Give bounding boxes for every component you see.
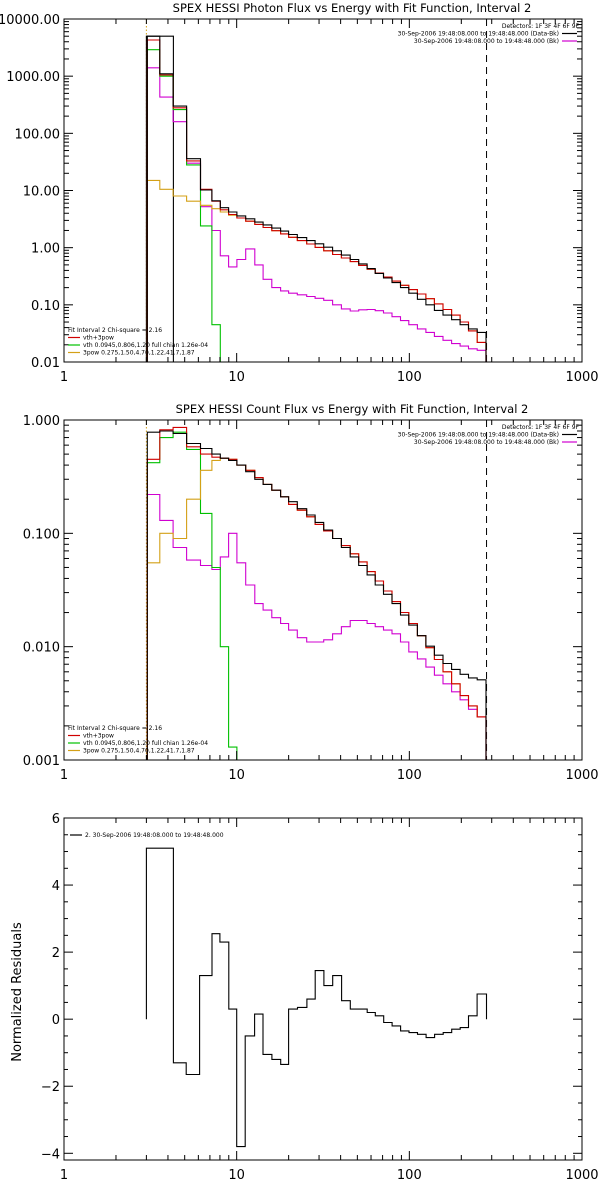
- resid-ytick-label-5: −4: [41, 1147, 60, 1162]
- resid-ytick-label-3: 0: [52, 1013, 60, 1028]
- photon-series-layer: [145, 19, 488, 362]
- count-xtick-label-1: 10: [228, 768, 245, 783]
- count-ytick-label-1: 0.100: [23, 527, 60, 542]
- photon-xtick-label-1: 10: [228, 370, 245, 385]
- count-legend-bl-text-0: Fit Interval 2 Chi-square = 2.16: [68, 725, 162, 732]
- photon-legend-bl-text-3: 3pow 0.275,1.50,4.70,1.22,41.7,1.87: [83, 350, 195, 357]
- photon-xtick-label-3: 1000: [565, 370, 598, 385]
- residuals-series-layer: [145, 847, 488, 1148]
- photon-chart-title: SPEX HESSI Photon Flux vs Energy with Fi…: [173, 1, 532, 15]
- photon-legend-bl-text-2: vth 0.0945,0.806,1.20 full chian 1.26e-0…: [83, 342, 208, 349]
- count-legend-tr-text-1: 30-Sep-2006 19:48:08.000 to 19:48:48.000…: [398, 432, 559, 439]
- resid-ytick-label-1: 4: [52, 879, 60, 894]
- photon-legend-bl-text-1: vth+3pow: [83, 335, 114, 342]
- photon-legend-bl-text-0: Fit Interval 2 Chi-square = 2.16: [68, 327, 162, 334]
- residuals-panel: Normalized Residuals 1 10 100 10006420−2−4 …: [10, 812, 599, 1183]
- count-flux-panel: SPEX HESSI Count Flux vs Energy with Fit…: [23, 402, 599, 783]
- resid-xtick-label-0: 1: [60, 1168, 68, 1183]
- residuals-legend-layer: 2. 30-Sep-2006 19:48:08.000 to 19:48:48.…: [70, 832, 224, 839]
- count-ytick-label-2: 0.010: [23, 641, 60, 656]
- photon-series-1: [146, 67, 487, 362]
- photon-flux-panel: SPEX HESSI Photon Flux vs Energy with Fi…: [0, 1, 599, 385]
- count-legend-bl-text-3: 3pow 0.275,1.50,4.70,1.22,41.7,1.87: [83, 748, 195, 755]
- photon-axes-layer: 1 10 100 1000 10000.00 1000.00 100.00 10.00 1.00…: [0, 13, 599, 385]
- count-legend-bl-text-1: vth+3pow: [83, 733, 114, 740]
- photon-ytick-label-0: 10000.00: [0, 13, 60, 28]
- count-ytick-label-0: 1.000: [23, 414, 60, 429]
- photon-series-5: [146, 35, 487, 362]
- count-legend-bl-text-2: vth 0.0945,0.806,1.20 full chian 1.26e-0…: [83, 740, 208, 747]
- photon-legend-tr-text-2: 30-Sep-2006 19:48:08.000 to 19:48:48.000…: [414, 38, 559, 45]
- count-series-1: [146, 431, 238, 760]
- count-axes-layer: 1 10 100 1000 1.000 0.100 0.010 0.001: [23, 414, 599, 783]
- residuals-ylabel: Normalized Residuals: [10, 922, 25, 1062]
- photon-ytick-label-3: 10.00: [23, 185, 60, 200]
- count-xtick-label-2: 100: [397, 768, 422, 783]
- resid-ytick-label-4: −2: [41, 1080, 60, 1095]
- resid-ytick-label-0: 6: [52, 812, 60, 827]
- resid-xtick-label-1: 10: [228, 1168, 245, 1183]
- count-ytick-label-3: 0.001: [23, 754, 60, 769]
- photon-xtick-label-0: 1: [60, 370, 68, 385]
- count-series-layer: [145, 420, 488, 760]
- count-legend-tr-text-0: Detectors: 1F 3F 4F 6F 9F: [502, 424, 580, 431]
- count-xtick-label-0: 1: [60, 768, 68, 783]
- count-plot-frame: [63, 419, 583, 761]
- photon-xtick-label-2: 100: [397, 370, 422, 385]
- photon-ytick-label-4: 1.00: [31, 242, 60, 257]
- photon-legend-tr-text-1: 30-Sep-2006 19:48:08.000 to 19:48:48.000…: [398, 31, 559, 38]
- resid-series-0: [145, 847, 488, 1148]
- resid-xtick-label-3: 1000: [565, 1168, 598, 1183]
- count-xtick-label-3: 1000: [565, 768, 598, 783]
- resid-xtick-label-2: 100: [397, 1168, 422, 1183]
- photon-ytick-label-2: 100.00: [15, 127, 61, 142]
- count-series-4: [146, 430, 487, 760]
- count-legend-tr-text-2: 30-Sep-2006 19:48:08.000 to 19:48:48.000…: [414, 439, 559, 446]
- photon-legend-tr-text-0: Detectors: 1F 3F 4F 6F 9F: [502, 23, 580, 30]
- count-series-0: [146, 493, 487, 760]
- residuals-axes-layer: 1 10 100 1000 6 4 2 0 −2 −4: [41, 812, 599, 1183]
- photon-ytick-label-5: 0.10: [31, 299, 60, 314]
- count-chart-title: SPEX HESSI Count Flux vs Energy with Fit…: [176, 402, 529, 416]
- photon-ytick-label-6: 0.01: [31, 356, 60, 371]
- count-series-2: [146, 457, 487, 760]
- photon-plot-frame: [63, 18, 583, 363]
- resid-legend-tl-text-0: 2. 30-Sep-2006 19:48:08.000 to 19:48:48.…: [85, 832, 224, 839]
- photon-series-4: [146, 39, 487, 362]
- resid-plot-frame: [63, 817, 583, 1161]
- resid-ytick-label-2: 2: [52, 946, 60, 961]
- count-series-3: [146, 426, 487, 760]
- photon-ytick-label-1: 1000.00: [6, 70, 60, 85]
